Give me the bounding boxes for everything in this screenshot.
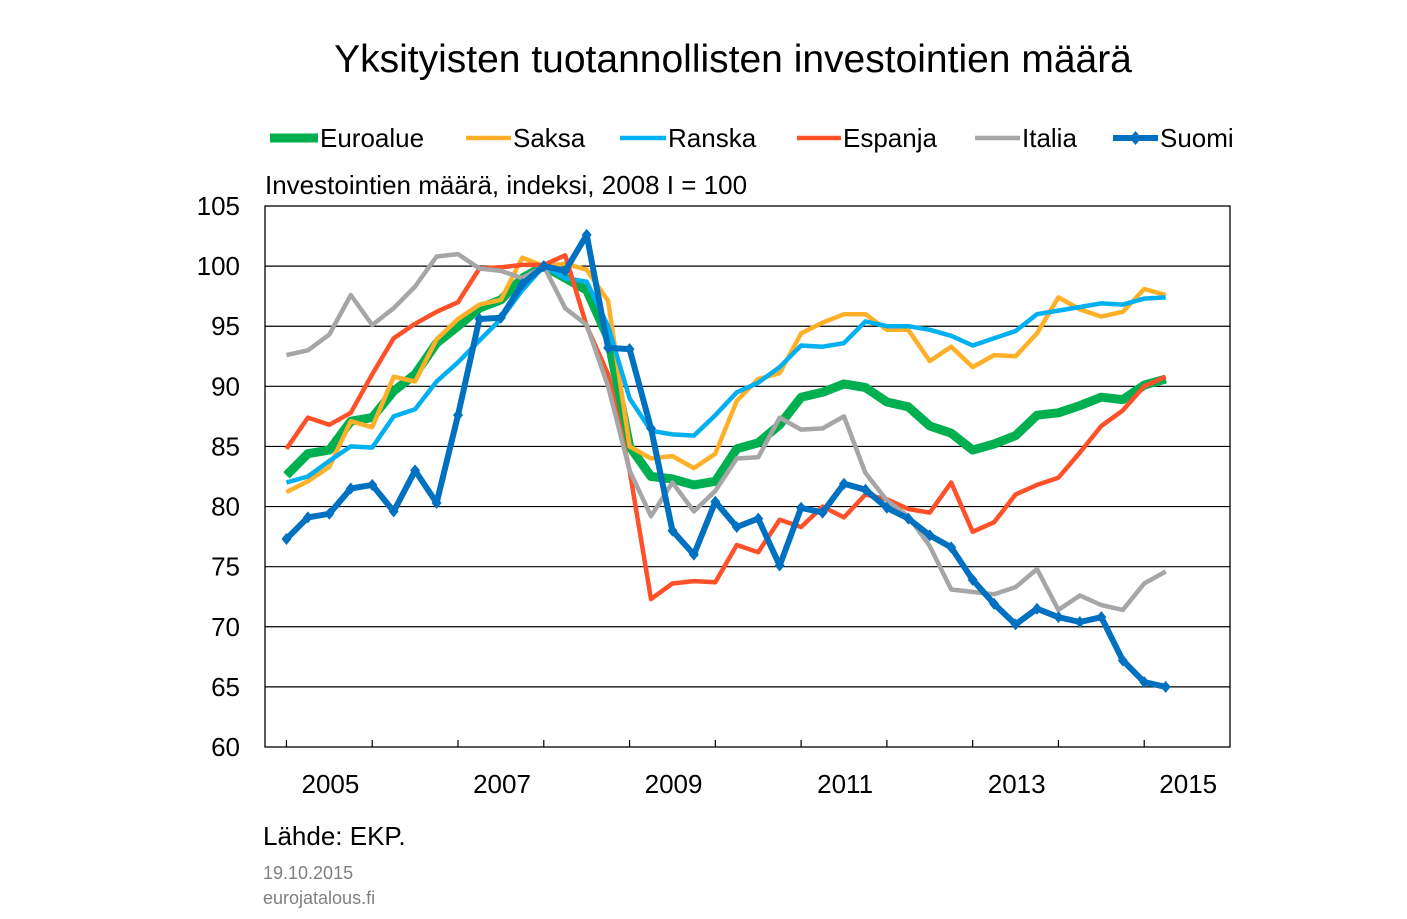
point-suomi-2005Q1 [281, 533, 292, 546]
x-tick-label-2005: 2005 [302, 769, 360, 799]
point-suomi-2006Q4 [431, 496, 442, 509]
point-suomi-2008Q4 [603, 341, 614, 354]
y-tick-label-100: 100 [197, 251, 240, 281]
y-tick-label-65: 65 [211, 672, 240, 702]
x-tick-label-2009: 2009 [645, 769, 703, 799]
point-suomi-2010Q1 [710, 495, 721, 508]
point-suomi-2005Q3 [324, 507, 335, 520]
series-line-ranska [285, 263, 1166, 485]
point-suomi-2008Q2 [560, 264, 571, 277]
point-suomi-2007Q4 [517, 278, 528, 291]
point-suomi-2011Q3 [839, 477, 849, 490]
legend-label-espanja: Espanja [843, 123, 937, 153]
point-suomi-2009Q1 [624, 343, 635, 356]
gridlines [265, 265, 1230, 688]
y-tick-label-85: 85 [211, 431, 240, 461]
point-suomi-2011Q1 [796, 501, 807, 514]
point-suomi-2009Q2 [646, 422, 656, 435]
y-tick-label-105: 105 [197, 191, 240, 221]
legend-item-italia: Italia [975, 123, 1077, 153]
site-name: eurojatalous.fi [263, 888, 375, 908]
point-suomi-2011Q4 [860, 483, 871, 496]
point-suomi-2014Q2 [1074, 615, 1085, 628]
y-axis: 60 65 70 75 80 85 90 95 100 105 [197, 191, 240, 762]
y-tick-label-60: 60 [211, 732, 240, 762]
point-suomi-2006Q3 [410, 464, 421, 477]
point-suomi-2013Q4 [1032, 602, 1042, 615]
legend-item-espanja: Espanja [797, 123, 937, 153]
point-suomi-2008Q1 [538, 260, 549, 273]
plot-area [281, 228, 1171, 693]
point-suomi-2014Q1 [1053, 611, 1064, 624]
y-tick-label-80: 80 [211, 492, 240, 522]
x-tick-label-2013: 2013 [988, 769, 1046, 799]
point-suomi-2012Q4 [946, 541, 957, 554]
point-suomi-2007Q1 [453, 409, 463, 422]
legend-item-suomi: Suomi [1113, 123, 1234, 153]
point-suomi-2011Q2 [817, 506, 828, 519]
point-suomi-2005Q4 [345, 482, 356, 495]
point-suomi-2005Q2 [302, 511, 313, 524]
y-tick-label-90: 90 [211, 371, 240, 401]
chart-subtitle: Investointien määrä, indeksi, 2008 I = 1… [265, 170, 747, 200]
point-suomi-2009Q3 [667, 524, 678, 537]
x-axis: 2005 2007 2009 2011 2013 2015 [285, 740, 1217, 799]
point-suomi-2015Q2 [1160, 680, 1171, 693]
point-suomi-2007Q2 [474, 313, 485, 326]
legend-label-suomi: Suomi [1160, 123, 1234, 153]
series-line-saksa [285, 255, 1167, 495]
publication-date: 19.10.2015 [263, 863, 353, 883]
legend-marker-suomi [1129, 131, 1142, 145]
legend-label-saksa: Saksa [513, 123, 586, 153]
point-suomi-2007Q3 [495, 311, 506, 324]
source-note: Lähde: EKP. [263, 821, 406, 851]
point-suomi-2010Q4 [774, 559, 785, 572]
point-suomi-2008Q3 [581, 228, 592, 241]
x-tick-label-2015: 2015 [1159, 769, 1217, 799]
point-suomi-2012Q2 [903, 512, 914, 525]
point-suomi-2013Q2 [989, 597, 1000, 610]
y-tick-label-70: 70 [211, 612, 240, 642]
legend: Euroalue Saksa Ranska Espanja Italia Suo… [270, 123, 1234, 153]
legend-label-ranska: Ranska [668, 123, 757, 153]
y-tick-label-75: 75 [211, 552, 240, 582]
x-tick-label-2011: 2011 [817, 769, 873, 799]
point-suomi-2013Q1 [967, 573, 978, 586]
point-suomi-2012Q3 [924, 529, 935, 542]
point-suomi-2006Q1 [367, 478, 378, 491]
series-line-suomi [284, 231, 1167, 690]
legend-item-euroalue: Euroalue [270, 123, 424, 153]
point-suomi-2012Q1 [881, 501, 892, 514]
point-suomi-2009Q4 [688, 548, 699, 561]
point-suomi-2010Q2 [731, 520, 742, 533]
y-tick-label-95: 95 [211, 311, 240, 341]
point-suomi-2013Q3 [1010, 618, 1021, 631]
point-suomi-2014Q3 [1096, 611, 1107, 624]
series-line-italia [285, 251, 1167, 613]
series-line-espanja [284, 253, 1167, 602]
legend-item-ranska: Ranska [620, 123, 757, 153]
chart-title: Yksityisten tuotannollisten investointie… [334, 38, 1132, 81]
point-suomi-2010Q3 [753, 512, 764, 525]
point-suomi-2015Q1 [1139, 676, 1150, 689]
point-suomi-2006Q2 [388, 505, 399, 518]
point-suomi-2014Q4 [1117, 654, 1128, 667]
legend-label-italia: Italia [1022, 123, 1077, 153]
legend-item-saksa: Saksa [466, 123, 586, 153]
plot-frame [264, 205, 1231, 748]
x-tick-label-2007: 2007 [473, 769, 531, 799]
legend-label-euroalue: Euroalue [320, 123, 424, 153]
